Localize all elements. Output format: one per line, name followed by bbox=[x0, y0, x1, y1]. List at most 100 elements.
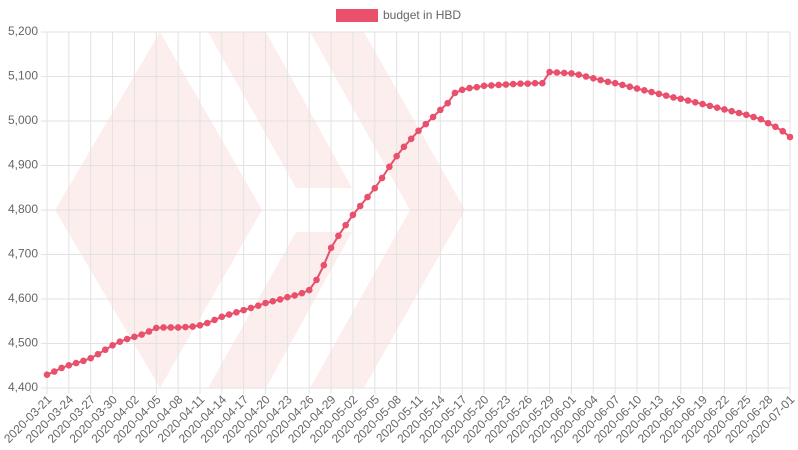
point bbox=[706, 102, 714, 110]
point bbox=[203, 319, 211, 327]
point bbox=[262, 299, 269, 307]
point bbox=[43, 371, 51, 378]
point bbox=[378, 174, 386, 182]
point bbox=[451, 89, 459, 97]
point bbox=[327, 244, 335, 252]
point bbox=[502, 81, 510, 88]
point bbox=[240, 306, 247, 314]
point bbox=[101, 346, 109, 354]
point bbox=[422, 120, 430, 128]
point bbox=[80, 357, 87, 365]
point bbox=[400, 143, 408, 151]
point bbox=[553, 69, 561, 76]
point bbox=[415, 127, 422, 135]
point bbox=[458, 86, 466, 94]
y-tick-label: 4,600 bbox=[8, 291, 38, 305]
point bbox=[305, 286, 313, 294]
point bbox=[247, 304, 255, 312]
point bbox=[473, 83, 481, 91]
point bbox=[655, 90, 663, 98]
point bbox=[269, 297, 277, 305]
point bbox=[488, 82, 495, 89]
point bbox=[611, 79, 619, 87]
point bbox=[429, 113, 437, 121]
point bbox=[218, 313, 226, 321]
point bbox=[509, 80, 517, 88]
point bbox=[342, 221, 349, 229]
point bbox=[174, 324, 182, 331]
point bbox=[233, 309, 240, 316]
point bbox=[364, 193, 371, 201]
point bbox=[670, 94, 677, 101]
point bbox=[597, 76, 604, 84]
y-tick-label: 4,900 bbox=[8, 158, 38, 172]
point bbox=[582, 73, 590, 80]
point bbox=[575, 71, 583, 79]
legend-swatch bbox=[336, 9, 378, 22]
point bbox=[58, 364, 65, 372]
point bbox=[437, 106, 444, 114]
point bbox=[764, 119, 772, 127]
point bbox=[772, 123, 779, 131]
point bbox=[531, 79, 539, 87]
point bbox=[750, 113, 757, 121]
point bbox=[182, 323, 189, 331]
point bbox=[386, 163, 393, 171]
point bbox=[728, 107, 736, 115]
point bbox=[699, 100, 706, 108]
point bbox=[152, 324, 160, 332]
point bbox=[167, 324, 175, 331]
y-tick-label: 4,400 bbox=[8, 380, 38, 394]
point bbox=[225, 311, 233, 318]
point bbox=[742, 111, 750, 119]
point bbox=[539, 79, 546, 87]
point bbox=[590, 74, 597, 82]
point bbox=[495, 81, 502, 89]
point bbox=[276, 296, 284, 303]
point bbox=[677, 95, 685, 103]
point bbox=[735, 109, 743, 117]
point bbox=[211, 316, 218, 324]
point bbox=[721, 106, 728, 113]
point bbox=[371, 184, 379, 192]
point bbox=[160, 324, 167, 331]
point bbox=[546, 68, 553, 76]
point bbox=[335, 232, 342, 240]
point bbox=[50, 368, 58, 375]
point bbox=[109, 341, 116, 349]
point bbox=[524, 80, 532, 87]
point bbox=[757, 115, 765, 123]
point bbox=[254, 302, 262, 309]
point bbox=[94, 350, 102, 358]
point bbox=[313, 276, 320, 284]
point bbox=[626, 83, 634, 91]
y-tick-label: 4,800 bbox=[8, 202, 38, 216]
point bbox=[123, 335, 131, 343]
point bbox=[356, 202, 364, 210]
point bbox=[72, 359, 80, 367]
point bbox=[662, 92, 670, 99]
point bbox=[692, 99, 699, 106]
y-tick-label: 4,700 bbox=[8, 247, 38, 261]
point bbox=[298, 289, 306, 297]
point bbox=[684, 97, 692, 104]
point bbox=[648, 88, 655, 96]
point bbox=[619, 81, 626, 89]
point bbox=[779, 127, 787, 135]
point bbox=[189, 323, 196, 330]
point bbox=[291, 292, 298, 299]
point bbox=[633, 85, 641, 92]
point bbox=[604, 78, 612, 86]
point bbox=[284, 293, 291, 301]
point bbox=[444, 99, 451, 107]
point bbox=[407, 135, 415, 143]
point bbox=[560, 69, 568, 77]
point bbox=[138, 331, 145, 338]
point bbox=[568, 70, 575, 77]
point bbox=[641, 86, 648, 94]
point bbox=[131, 333, 138, 341]
y-tick-label: 5,200 bbox=[8, 24, 38, 38]
point bbox=[65, 362, 73, 369]
point bbox=[320, 261, 328, 269]
